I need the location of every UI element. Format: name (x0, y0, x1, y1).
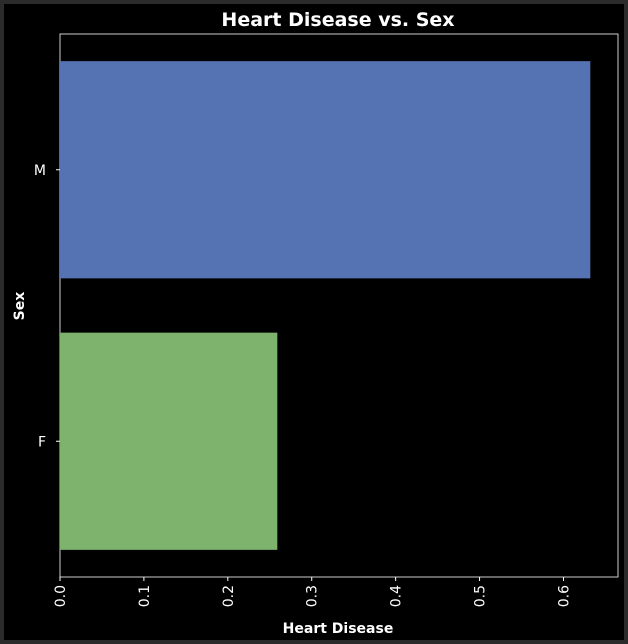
x-axis-ticks: 0.0 0.1 0.2 0.3 0.4 0.5 0.6 (53, 577, 572, 607)
x-tick-label: 0.3 (305, 585, 321, 607)
y-axis-ticks: MF (34, 163, 60, 450)
bar-m (60, 61, 591, 279)
x-axis-label: Heart Disease (283, 621, 394, 637)
bars-group (60, 61, 591, 550)
bar-f (60, 332, 278, 550)
y-axis-label: Sex (12, 292, 28, 321)
y-tick-label: F (38, 434, 46, 450)
bar-chart: Heart Disease vs. Sex MF 0.0 0.1 0.2 0.3 0.4… (12, 9, 619, 637)
plot-area (59, 33, 619, 578)
x-tick-label: 0.0 (53, 585, 69, 607)
chart-title: Heart Disease vs. Sex (221, 9, 454, 31)
x-tick-label: 0.4 (389, 585, 405, 607)
y-tick-label: M (34, 163, 46, 179)
x-tick-label: 0.6 (556, 585, 572, 607)
x-tick-label: 0.5 (473, 585, 489, 607)
x-tick-label: 0.2 (221, 585, 237, 607)
x-tick-label: 0.1 (137, 585, 153, 607)
